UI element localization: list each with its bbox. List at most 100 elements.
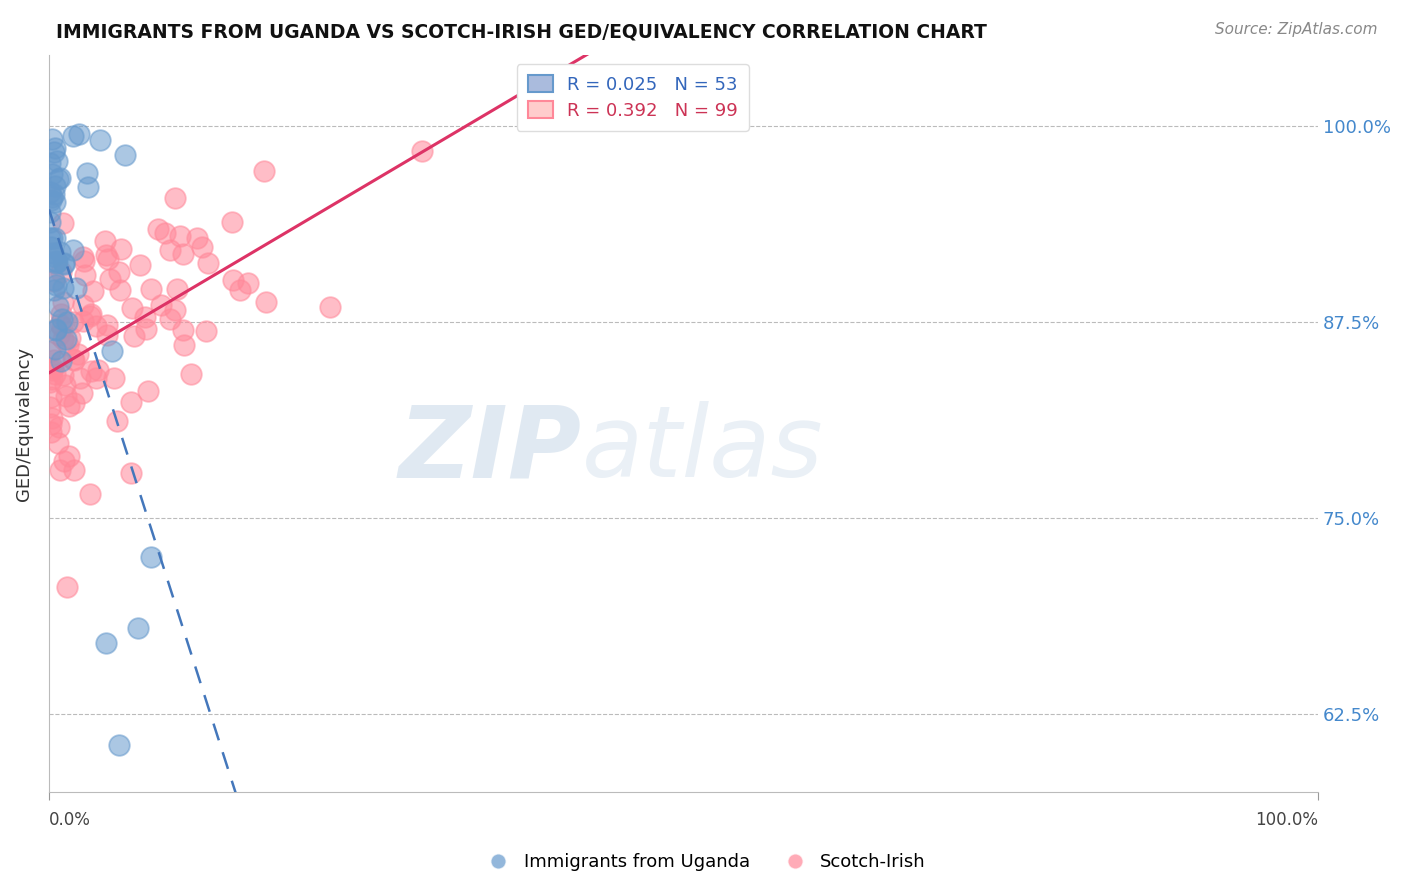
Point bbox=[41, 194, 63, 208]
Text: 100.0%: 100.0% bbox=[1256, 811, 1319, 830]
Point bbox=[42, 145, 65, 160]
Point bbox=[101, 344, 124, 359]
Point bbox=[53, 378, 76, 392]
Point bbox=[51, 311, 73, 326]
Point bbox=[146, 221, 169, 235]
Point bbox=[67, 127, 90, 141]
Point bbox=[80, 364, 103, 378]
Point bbox=[41, 131, 63, 145]
Point bbox=[122, 329, 145, 343]
Point bbox=[79, 487, 101, 501]
Point bbox=[153, 227, 176, 241]
Point bbox=[66, 346, 89, 360]
Point bbox=[96, 318, 118, 332]
Point bbox=[42, 249, 65, 263]
Point bbox=[411, 145, 433, 159]
Point bbox=[44, 367, 66, 381]
Point bbox=[58, 449, 80, 463]
Point bbox=[41, 190, 63, 204]
Point bbox=[63, 396, 86, 410]
Point bbox=[39, 400, 62, 414]
Point bbox=[46, 436, 69, 450]
Text: Source: ZipAtlas.com: Source: ZipAtlas.com bbox=[1215, 22, 1378, 37]
Point bbox=[87, 363, 110, 377]
Point bbox=[49, 353, 72, 368]
Point bbox=[42, 360, 65, 375]
Point bbox=[39, 345, 62, 359]
Point bbox=[94, 636, 117, 650]
Point bbox=[136, 384, 159, 398]
Point bbox=[194, 324, 217, 338]
Point bbox=[51, 319, 73, 334]
Point bbox=[120, 466, 142, 480]
Point bbox=[41, 167, 63, 181]
Point bbox=[41, 411, 63, 425]
Point bbox=[46, 171, 69, 186]
Point bbox=[72, 385, 94, 400]
Point bbox=[44, 141, 66, 155]
Point bbox=[52, 216, 75, 230]
Point bbox=[121, 301, 143, 316]
Point bbox=[98, 272, 121, 286]
Point bbox=[41, 362, 63, 376]
Point bbox=[42, 283, 65, 297]
Point bbox=[62, 463, 84, 477]
Point bbox=[39, 156, 62, 170]
Point bbox=[39, 417, 62, 431]
Point bbox=[45, 277, 67, 292]
Point bbox=[120, 395, 142, 409]
Point bbox=[62, 353, 84, 368]
Point bbox=[52, 295, 75, 310]
Point bbox=[45, 256, 67, 270]
Point bbox=[62, 315, 84, 329]
Point bbox=[72, 250, 94, 264]
Point bbox=[114, 148, 136, 162]
Point bbox=[44, 179, 66, 194]
Point bbox=[89, 133, 111, 147]
Point bbox=[65, 281, 87, 295]
Point bbox=[75, 268, 97, 282]
Point bbox=[128, 258, 150, 272]
Point bbox=[44, 274, 66, 288]
Point bbox=[103, 371, 125, 385]
Point bbox=[180, 367, 202, 381]
Point bbox=[42, 187, 65, 202]
Point bbox=[39, 230, 62, 244]
Point bbox=[173, 338, 195, 352]
Point bbox=[52, 368, 75, 382]
Point bbox=[73, 254, 96, 268]
Point bbox=[49, 317, 72, 331]
Point bbox=[79, 309, 101, 323]
Text: atlas: atlas bbox=[582, 401, 824, 498]
Point bbox=[186, 230, 208, 244]
Point bbox=[110, 242, 132, 256]
Point bbox=[107, 739, 129, 753]
Legend: R = 0.025   N = 53, R = 0.392   N = 99: R = 0.025 N = 53, R = 0.392 N = 99 bbox=[517, 64, 749, 130]
Point bbox=[52, 281, 75, 295]
Point bbox=[45, 253, 67, 268]
Point bbox=[135, 321, 157, 335]
Text: 0.0%: 0.0% bbox=[49, 811, 91, 830]
Point bbox=[94, 247, 117, 261]
Point bbox=[172, 323, 194, 337]
Point bbox=[97, 252, 120, 267]
Point bbox=[48, 328, 70, 343]
Point bbox=[197, 256, 219, 270]
Point bbox=[41, 231, 63, 245]
Point bbox=[51, 307, 73, 321]
Point bbox=[139, 282, 162, 296]
Point bbox=[49, 265, 72, 279]
Point bbox=[110, 284, 132, 298]
Point bbox=[39, 425, 62, 439]
Point bbox=[69, 371, 91, 385]
Point bbox=[46, 299, 69, 313]
Point bbox=[45, 254, 67, 268]
Point bbox=[82, 284, 104, 298]
Point bbox=[222, 272, 245, 286]
Point bbox=[159, 244, 181, 258]
Point bbox=[139, 550, 162, 565]
Point bbox=[76, 179, 98, 194]
Point bbox=[45, 323, 67, 337]
Point bbox=[80, 307, 103, 321]
Point bbox=[52, 256, 75, 270]
